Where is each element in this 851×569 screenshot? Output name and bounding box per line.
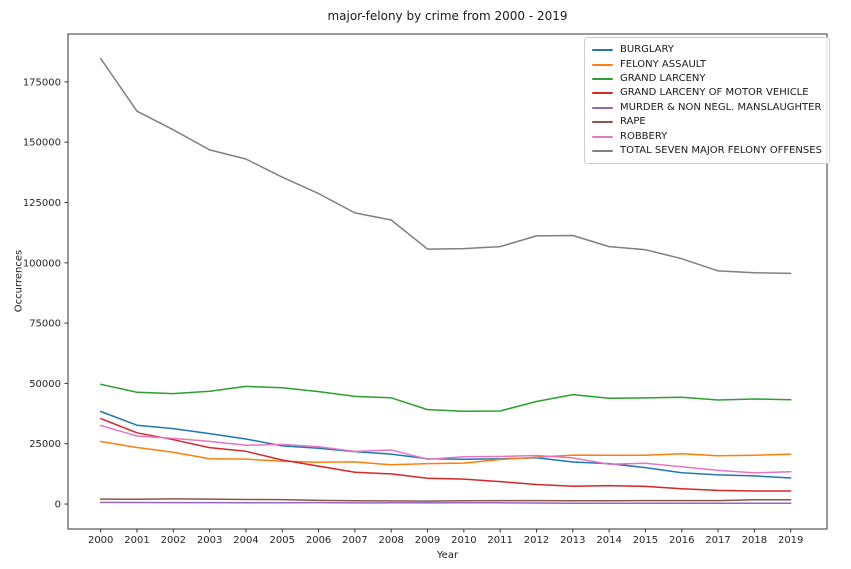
series-line-grand-larceny bbox=[99, 383, 792, 412]
y-tick-label: 175000 bbox=[23, 77, 61, 88]
chart-title: major-felony by crime from 2000 - 2019 bbox=[327, 9, 568, 23]
x-tick-label: 2011 bbox=[487, 535, 512, 546]
legend-line-swatch bbox=[592, 149, 613, 152]
legend-line-swatch bbox=[592, 135, 613, 138]
legend-line-swatch bbox=[592, 92, 613, 95]
axes-frame bbox=[67, 33, 828, 530]
x-tick-label: 2019 bbox=[778, 535, 803, 546]
legend: BURGLARY FELONY ASSAULT GRAND LARCENY GRAND… bbox=[584, 37, 830, 165]
x-tick-label: 2004 bbox=[233, 535, 258, 546]
legend-item-robbery: ROBBERY bbox=[592, 129, 822, 143]
x-tick-label: 2008 bbox=[378, 535, 403, 546]
x-tick-label: 2016 bbox=[669, 535, 694, 546]
x-tick-label: 2009 bbox=[415, 535, 440, 546]
legend-item-rape: RAPE bbox=[592, 115, 822, 129]
x-tick-label: 2006 bbox=[306, 535, 331, 546]
x-tick-label: 2003 bbox=[197, 535, 222, 546]
legend-item-murder-non-negl-manslaughter: MURDER & NON NEGL. MANSLAUGHTER bbox=[592, 101, 822, 115]
x-tick-label: 2017 bbox=[705, 535, 730, 546]
legend-item-burglary: BURGLARY bbox=[592, 43, 822, 57]
legend-item-felony-assault: FELONY ASSAULT bbox=[592, 57, 822, 71]
y-tick-label: 100000 bbox=[23, 258, 61, 269]
series-line-rape bbox=[99, 498, 792, 502]
y-tick-label: 25000 bbox=[29, 439, 61, 450]
legend-label: ROBBERY bbox=[620, 130, 668, 142]
series-line-grand-larceny-of-motor-vehicle bbox=[99, 417, 792, 492]
legend-label: GRAND LARCENY bbox=[620, 72, 706, 84]
y-tick-label: 150000 bbox=[23, 138, 61, 149]
x-tick-label: 2010 bbox=[451, 535, 476, 546]
series-line-murder-non-negl-manslaughter bbox=[99, 501, 792, 505]
y-tick-label: 75000 bbox=[29, 319, 61, 330]
x-tick-label: 2018 bbox=[742, 535, 767, 546]
x-tick-label: 2014 bbox=[596, 535, 621, 546]
legend-label: RAPE bbox=[620, 116, 646, 128]
series-line-felony-assault bbox=[99, 440, 792, 466]
legend-line-swatch bbox=[592, 106, 613, 109]
legend-item-grand-larceny-of-motor-vehicle: GRAND LARCENY OF MOTOR VEHICLE bbox=[592, 86, 822, 100]
x-tick-label: 2002 bbox=[161, 535, 186, 546]
x-tick-label: 2005 bbox=[270, 535, 295, 546]
legend-line-swatch bbox=[592, 121, 613, 124]
legend-line-swatch bbox=[592, 49, 613, 52]
x-tick-label: 2012 bbox=[524, 535, 549, 546]
legend-item-total-seven-major-felony-offenses: TOTAL SEVEN MAJOR FELONY OFFENSES bbox=[592, 144, 822, 158]
y-tick-label: 0 bbox=[55, 500, 61, 511]
x-tick-label: 2000 bbox=[88, 535, 113, 546]
x-tick-label: 2001 bbox=[124, 535, 149, 546]
x-axis-label: Year bbox=[436, 550, 459, 561]
legend-label: MURDER & NON NEGL. MANSLAUGHTER bbox=[620, 101, 822, 113]
legend-line-swatch bbox=[592, 77, 613, 80]
series-line-total-seven-major-felony-offenses bbox=[99, 57, 792, 275]
series-line-robbery bbox=[99, 424, 792, 474]
series-line-burglary bbox=[99, 410, 792, 479]
x-tick-label: 2013 bbox=[560, 535, 585, 546]
legend-label: TOTAL SEVEN MAJOR FELONY OFFENSES bbox=[620, 144, 822, 156]
x-tick-label: 2015 bbox=[633, 535, 658, 546]
legend-label: GRAND LARCENY OF MOTOR VEHICLE bbox=[620, 87, 809, 99]
x-tick-label: 2007 bbox=[342, 535, 367, 546]
legend-label: BURGLARY bbox=[620, 44, 674, 56]
y-tick-label: 50000 bbox=[29, 379, 61, 390]
legend-line-swatch bbox=[592, 63, 613, 66]
legend-label: FELONY ASSAULT bbox=[620, 58, 707, 70]
y-tick-label: 125000 bbox=[23, 198, 61, 209]
legend-item-grand-larceny: GRAND LARCENY bbox=[592, 72, 822, 86]
